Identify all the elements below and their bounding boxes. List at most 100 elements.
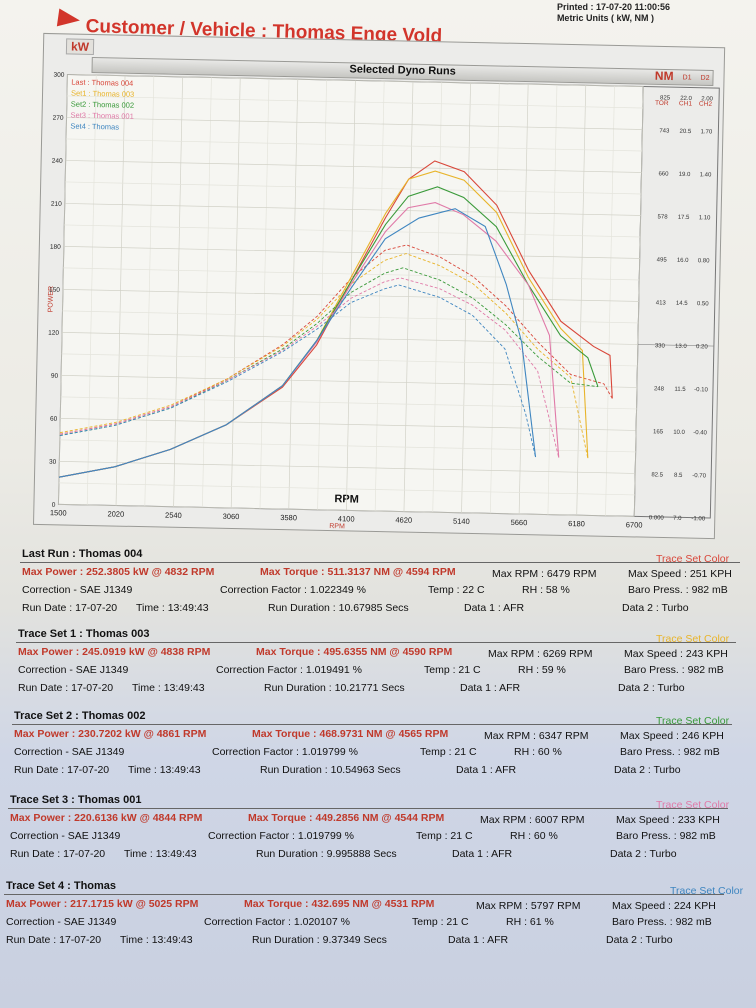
x-tick-label: 3580 — [280, 513, 297, 522]
torque-scale-label: 660 — [658, 171, 669, 177]
trace-color-label: Trace Set Color — [656, 715, 730, 727]
grid-line-h — [59, 461, 636, 474]
run-date: Run Date : 17-07-20 — [10, 848, 106, 860]
legend-entry: Set1 : Thomas 003 — [71, 89, 134, 99]
relative-humidity: RH : 59 % — [518, 664, 566, 676]
grid-line-h — [64, 203, 641, 216]
grid-line-h — [66, 117, 643, 130]
run-duration: Run Duration : 10.54963 Secs — [260, 764, 401, 776]
temp: Temp : 22 C — [428, 584, 485, 596]
x-tick-label: 3060 — [223, 512, 240, 521]
ch2-scale-label: -1.00 — [691, 516, 705, 522]
max-rpm: Max RPM : 5797 RPM — [476, 900, 581, 912]
y-tick-label: 60 — [50, 416, 58, 423]
run-date: Run Date : 17-07-20 — [14, 764, 110, 776]
baro-pressure: Baro Press. : 982 mB — [628, 584, 728, 596]
ch1-scale-label: 16.0 — [677, 258, 689, 264]
y-tick-label: 210 — [51, 201, 62, 208]
grid-line-h — [66, 95, 643, 109]
max-rpm: Max RPM : 6269 RPM — [488, 648, 593, 660]
legend-entry: Set4 : Thomas — [70, 122, 119, 132]
max-speed: Max Speed : 224 KPH — [612, 900, 716, 912]
data2: Data 2 : Turbo — [614, 764, 681, 776]
correction-factor: Correction Factor : 1.019491 % — [216, 664, 362, 676]
max-torque: Max Torque : 468.9731 NM @ 4565 RPM — [252, 728, 449, 740]
max-speed: Max Speed : 233 KPH — [616, 814, 720, 826]
y-tick-label: 90 — [51, 373, 59, 380]
grid-line-h — [66, 138, 642, 152]
baro-pressure: Baro Press. : 982 mB — [616, 830, 716, 842]
run-duration: Run Duration : 10.67985 Secs — [268, 602, 409, 614]
temp: Temp : 21 C — [412, 916, 469, 928]
run-time: Time : 13:49:43 — [132, 682, 205, 694]
x-tick-label: 4100 — [338, 514, 355, 523]
grid-line-h — [60, 396, 637, 410]
data1: Data 1 : AFR — [452, 848, 513, 860]
relative-humidity: RH : 61 % — [506, 916, 554, 928]
ch1-scale-label: 22.0 — [680, 96, 692, 102]
x-tick-label: 6700 — [626, 520, 643, 529]
legend-entry: Set2 : Thomas 002 — [71, 100, 134, 110]
data2: Data 2 : Turbo — [622, 602, 689, 614]
run-duration: Run Duration : 9.37349 Secs — [252, 934, 387, 946]
ch2-scale-label: 0.80 — [698, 258, 710, 264]
max-speed: Max Speed : 243 KPH — [624, 648, 728, 660]
relative-humidity: RH : 60 % — [510, 830, 558, 842]
chart-frame: kW Selected Dyno Runs NM D1 D2 RPM RPM P… — [33, 32, 726, 540]
ch2-scale-label: -0.10 — [694, 387, 708, 393]
power-curve — [58, 208, 537, 478]
torque-curve — [59, 244, 613, 435]
ch2-scale-label: 1.70 — [700, 129, 712, 135]
max-rpm: Max RPM : 6007 RPM — [480, 814, 585, 826]
print-info: Printed : 17-07-20 11:00:56 Metric Units… — [557, 2, 670, 24]
logo-triangle-icon — [56, 8, 82, 30]
y-tick-label: 30 — [49, 459, 57, 466]
correction-factor: Correction Factor : 1.022349 % — [220, 584, 366, 596]
grid-line-h — [60, 418, 637, 431]
max-torque: Max Torque : 511.3137 NM @ 4594 RPM — [260, 566, 456, 578]
ch2-scale-label: 0.50 — [697, 301, 709, 307]
ch1-scale-label: 20.5 — [679, 129, 691, 135]
max-speed: Max Speed : 251 KPH — [628, 568, 732, 580]
grid-line-h — [67, 74, 644, 87]
grid-line-h — [64, 224, 641, 238]
baro-pressure: Baro Press. : 982 mB — [620, 746, 720, 758]
torque-scale-label: 743 — [659, 128, 670, 134]
correction: Correction - SAE J1349 — [18, 664, 129, 676]
ch2-scale-label: 0.20 — [696, 344, 708, 350]
data2: Data 2 : Turbo — [606, 934, 673, 946]
x-tick-label: 5140 — [453, 517, 470, 526]
torque-scale-label: 495 — [657, 257, 668, 263]
torque-curve — [59, 277, 560, 458]
run-summary: Trace Set 3 : Thomas 001 Trace Set Color M… — [0, 794, 756, 874]
run-duration: Run Duration : 9.995888 Secs — [256, 848, 397, 860]
y-tick-label: 150 — [49, 287, 60, 294]
run-date: Run Date : 17-07-20 — [18, 682, 114, 694]
section-divider — [20, 562, 740, 563]
right-scale-divider — [637, 344, 714, 347]
run-title: Trace Set 4 : Thomas — [6, 880, 117, 892]
data1: Data 1 : AFR — [464, 602, 525, 614]
run-summary: Trace Set 1 : Thomas 003 Trace Set Color M… — [0, 628, 756, 708]
max-rpm: Max RPM : 6479 RPM — [492, 568, 597, 580]
correction: Correction - SAE J1349 — [10, 830, 121, 842]
run-duration: Run Duration : 10.21771 Secs — [264, 682, 405, 694]
trace-color-label: Trace Set Color — [656, 633, 730, 645]
grid-line-h — [59, 439, 636, 453]
data2: Data 2 : Turbo — [618, 682, 685, 694]
y-tick-label: 180 — [50, 244, 61, 251]
section-divider — [12, 724, 732, 725]
ch1-head: CH1 — [679, 100, 693, 107]
y-tick-label: 300 — [53, 72, 64, 79]
x-axis-small-label: RPM — [329, 523, 345, 530]
x-tick-label: 2020 — [107, 509, 124, 518]
trace-color-label: Trace Set Color — [670, 885, 744, 897]
ch2-scale-label: -0.70 — [692, 473, 706, 479]
run-summary: Last Run : Thomas 004 Trace Set Color Max … — [0, 548, 756, 628]
ch1-scale-label: 13.0 — [675, 344, 687, 350]
run-title: Last Run : Thomas 004 — [22, 548, 143, 560]
baro-pressure: Baro Press. : 982 mB — [624, 664, 724, 676]
x-tick-label: 2540 — [165, 511, 182, 520]
y-tick-label: 270 — [53, 115, 64, 122]
x-tick-label: 6180 — [568, 519, 585, 528]
